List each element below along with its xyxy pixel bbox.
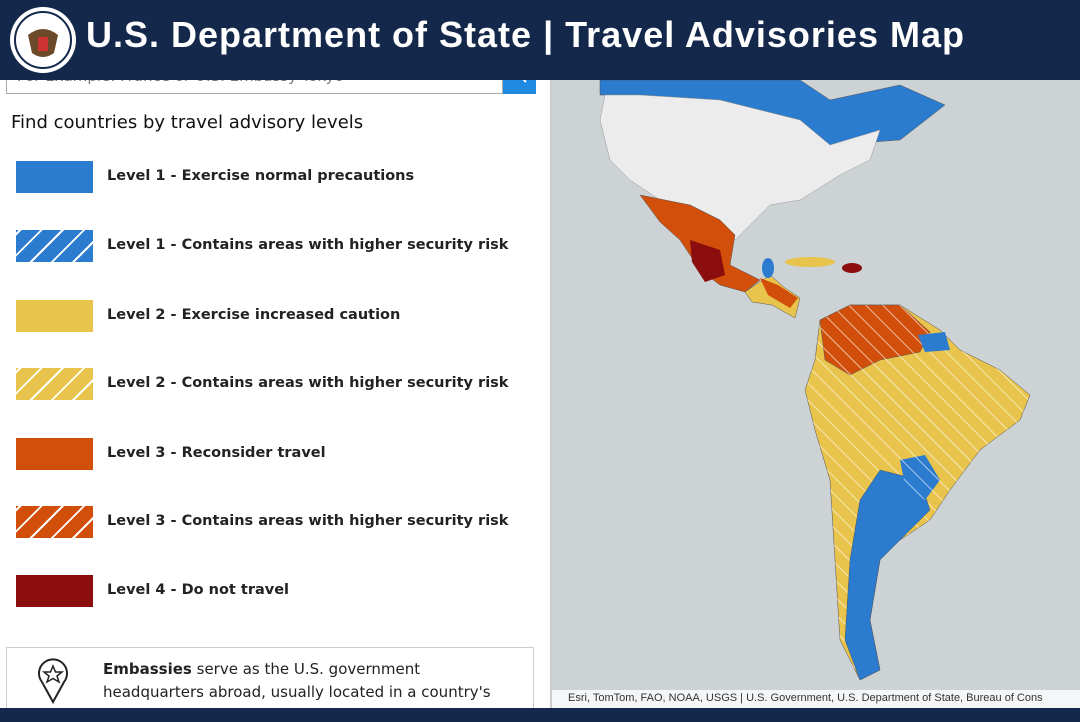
header: U.S. Department of State | Travel Adviso…: [0, 0, 1080, 80]
map-attribution: Esri, TomTom, FAO, NOAA, USGS | U.S. Gov…: [552, 690, 1080, 708]
legend-label[interactable]: Level 3 - Contains areas with higher sec…: [107, 513, 509, 529]
legend-label[interactable]: Level 4 - Do not travel: [107, 582, 290, 598]
legend-swatch: [16, 300, 93, 332]
legend-swatch: [16, 161, 93, 193]
embassy-icon: [38, 658, 68, 705]
legend-label[interactable]: Level 3 - Reconsider travel: [107, 445, 326, 461]
search-button[interactable]: [503, 80, 536, 94]
embassy-term: Embassies: [103, 660, 192, 678]
legend-label[interactable]: Level 2 - Contains areas with higher sec…: [107, 375, 509, 391]
legend-title: Find countries by travel advisory levels: [11, 112, 364, 133]
seal: [10, 7, 76, 73]
side-panel: For Example: France or U.S. Embassy Toky…: [0, 80, 552, 708]
legend-label[interactable]: Level 1 - Exercise normal precautions: [107, 168, 415, 184]
legend-swatch: [16, 506, 93, 538]
app-title: U.S. Department of State | Travel Adviso…: [86, 14, 965, 55]
legend-swatch: [16, 438, 93, 470]
legend-swatch: [16, 368, 93, 400]
search-input[interactable]: For Example: France or U.S. Embassy Toky…: [6, 80, 503, 94]
legend-label[interactable]: Level 1 - Contains areas with higher sec…: [107, 237, 509, 253]
map-canvas: [599, 80, 1031, 681]
map[interactable]: [552, 80, 1080, 708]
legend-swatch: [16, 230, 93, 262]
legend-label[interactable]: Level 2 - Exercise increased caution: [107, 307, 401, 323]
embassy-note: Embassies serve as the U.S. government h…: [6, 647, 534, 708]
footer-bar: [0, 708, 1080, 722]
legend-swatch: [16, 575, 93, 607]
embassy-text: serve as the U.S. government headquarter…: [103, 660, 491, 708]
